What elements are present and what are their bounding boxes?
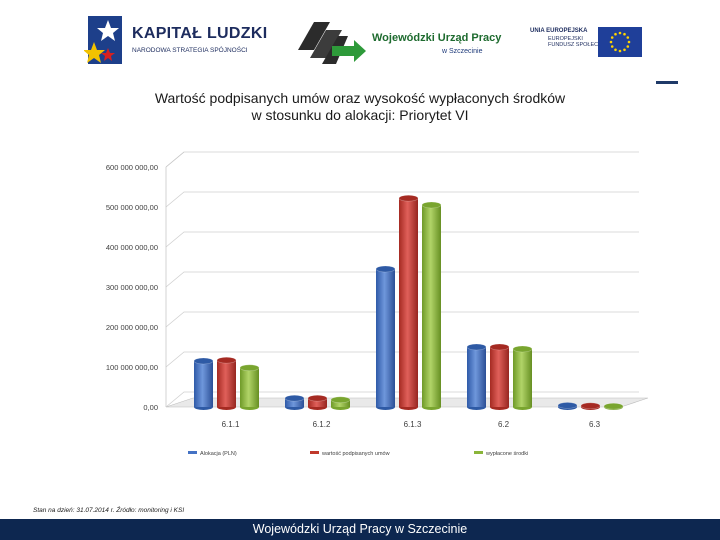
bar-6.2-3 [512, 345, 533, 410]
bar-6.2-2 [489, 343, 510, 410]
legend-label: wypłacone środki [485, 451, 528, 457]
bar-6.1.3-1 [375, 265, 396, 410]
eu-star-icon [623, 32, 626, 36]
legend-swatch [474, 451, 483, 454]
x-tick-label: 6.1.3 [404, 420, 422, 429]
eu-star-icon [623, 48, 626, 52]
y-tick-label: 200 000 000,00 [106, 323, 158, 332]
wup-title: Wojewódzki Urząd Pracy [372, 32, 502, 44]
x-tick-label: 6.2 [498, 420, 510, 429]
y-tick-label: 300 000 000,00 [106, 283, 158, 292]
x-tick-label: 6.1.2 [313, 420, 331, 429]
wup-subtitle: w Szczecinie [442, 48, 483, 55]
chart-title-line2: w stosunku do alokacji: Priorytet VI [251, 107, 469, 123]
y-tick-label: 600 000 000,00 [106, 163, 158, 172]
eu-star-icon [627, 40, 631, 44]
gridline [165, 151, 639, 168]
legend-item: wypłacone środki [474, 451, 528, 457]
gridline [165, 271, 639, 288]
header-divider [656, 81, 678, 84]
bar-chart: 0,00 100 000 000,00 200 000 000,00 300 000 … [106, 151, 649, 457]
eu-title: UNIA EUROPEJSKA [530, 28, 588, 34]
wup-emblem-icon [298, 22, 366, 64]
legend-item: Alokacja (PLN) [188, 451, 237, 457]
legend-label: wartość podpisanych umów [321, 451, 390, 457]
footer-text: Wojewódzki Urząd Pracy w Szczecinie [252, 522, 468, 536]
bar-6.1.1-1 [193, 357, 214, 410]
eu-star-icon [614, 48, 617, 52]
eu-star-icon [618, 49, 622, 53]
bar-6.3-3 [603, 402, 624, 410]
eu-star-icon [626, 45, 630, 48]
bar-6.2-1 [466, 343, 487, 410]
legend-item: wartość podpisanych umów [310, 451, 390, 457]
y-tick-label: 500 000 000,00 [106, 203, 158, 212]
legend-label: Alokacja (PLN) [200, 451, 237, 457]
bar-6.1.3-3 [421, 201, 442, 410]
bar-6.1.2-2 [307, 394, 328, 410]
gridline [165, 311, 639, 328]
legend-swatch [310, 451, 319, 454]
bar-6.1.2-1 [284, 394, 305, 410]
eu-star-icon [610, 45, 614, 48]
y-tick-label: 0,00 [143, 403, 158, 412]
kapital-ludzki-logo: KAPITAŁ LUDZKI NARODOWA STRATEGIA SPÓJNO… [83, 12, 268, 72]
eu-flag-icon [598, 27, 642, 57]
legend-swatch [188, 451, 197, 454]
eu-logo: UNIA EUROPEJSKA EUROPEJSKI FUNDUSZ SPOŁE… [518, 18, 646, 66]
bar-6.1.1-2 [216, 356, 237, 410]
bar-6.1.3-2 [398, 194, 419, 410]
gridline [165, 231, 639, 248]
gridline [165, 391, 639, 408]
gridline [165, 351, 639, 368]
eu-star-icon [626, 36, 630, 39]
eu-star-icon [614, 32, 617, 36]
y-axis-top-edge [165, 151, 185, 168]
kapital-ludzki-title: KAPITAŁ LUDZKI [132, 25, 268, 42]
chart-title-line1: Wartość podpisanych umów oraz wysokość w… [154, 90, 566, 106]
eu-star-icon [610, 36, 614, 39]
kapital-ludzki-subtitle: NARODOWA STRATEGIA SPÓJNOŚCI [132, 47, 248, 54]
chart-title: Wartość podpisanych umów oraz wysokość w… [90, 90, 630, 124]
x-tick-label: 6.1.1 [222, 420, 240, 429]
wup-logo: Wojewódzki Urząd Pracy w Szczecinie [296, 18, 506, 68]
eu-star-icon [618, 31, 622, 35]
footer-bar: Wojewódzki Urząd Pracy w Szczecinie [0, 519, 720, 540]
kapital-ludzki-emblem-icon [83, 16, 122, 64]
eu-star-icon [609, 40, 613, 44]
y-tick-label: 400 000 000,00 [106, 243, 158, 252]
bar-6.3-1 [557, 402, 578, 410]
header-logos: KAPITAŁ LUDZKI NARODOWA STRATEGIA SPÓJNO… [0, 0, 720, 82]
x-tick-label: 6.3 [589, 420, 601, 429]
source-note: Stan na dzień: 31.07.2014 r. Źródło: mon… [33, 507, 185, 514]
y-tick-label: 100 000 000,00 [106, 363, 158, 372]
bar-6.1.1-3 [239, 364, 260, 410]
eu-fund-line2: FUNDUSZ SPOŁECZNY [548, 42, 610, 48]
gridline [165, 191, 639, 208]
bar-6.1.2-3 [330, 396, 351, 410]
bar-6.3-2 [580, 402, 601, 410]
eu-fund-line1: EUROPEJSKI [548, 36, 583, 42]
